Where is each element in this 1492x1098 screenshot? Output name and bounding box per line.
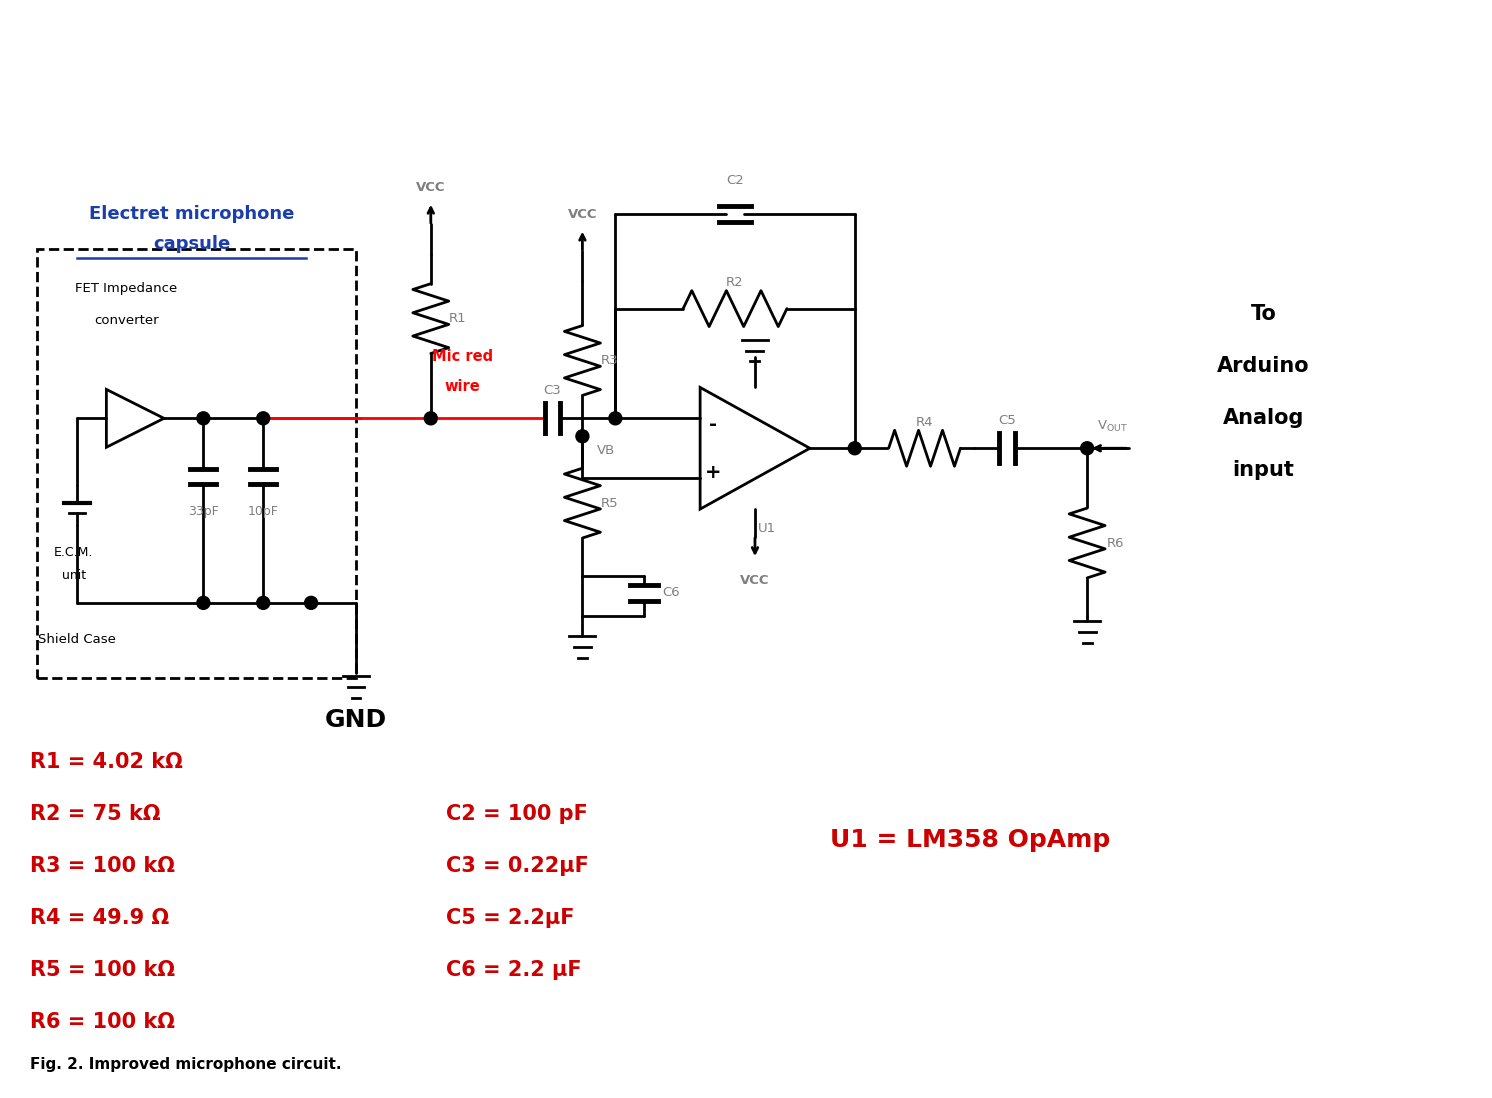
Text: C5: C5 bbox=[998, 414, 1016, 427]
Text: E.C.M.: E.C.M. bbox=[54, 547, 94, 560]
Circle shape bbox=[257, 412, 270, 425]
Text: C2: C2 bbox=[727, 175, 745, 188]
Text: R1 = 4.02 kΩ: R1 = 4.02 kΩ bbox=[30, 752, 182, 773]
Text: R1: R1 bbox=[449, 312, 467, 325]
Text: R5: R5 bbox=[600, 496, 618, 509]
Text: R4 = 49.9 Ω: R4 = 49.9 Ω bbox=[30, 908, 169, 928]
Text: R4: R4 bbox=[916, 416, 934, 429]
Circle shape bbox=[849, 441, 861, 455]
Text: VCC: VCC bbox=[740, 574, 770, 587]
Text: Fig. 2. Improved microphone circuit.: Fig. 2. Improved microphone circuit. bbox=[30, 1057, 342, 1072]
Text: +: + bbox=[704, 462, 721, 482]
Text: wire: wire bbox=[445, 379, 480, 394]
Text: 33pF: 33pF bbox=[188, 505, 219, 517]
Text: C2 = 100 pF: C2 = 100 pF bbox=[446, 805, 588, 825]
Bar bbox=[37, 249, 357, 677]
Text: VCC: VCC bbox=[416, 181, 446, 194]
Text: C6: C6 bbox=[662, 586, 680, 600]
Text: Analog: Analog bbox=[1223, 408, 1304, 428]
Text: FET Impedance: FET Impedance bbox=[76, 282, 178, 295]
Circle shape bbox=[424, 412, 437, 425]
Circle shape bbox=[1080, 441, 1094, 455]
Text: VB: VB bbox=[597, 445, 616, 457]
Text: R6 = 100 kΩ: R6 = 100 kΩ bbox=[30, 1011, 175, 1032]
Text: -: - bbox=[709, 415, 718, 434]
Text: VCC: VCC bbox=[567, 208, 597, 221]
Circle shape bbox=[257, 596, 270, 609]
Circle shape bbox=[576, 429, 589, 442]
Text: To: To bbox=[1250, 304, 1277, 324]
Text: 10pF: 10pF bbox=[248, 505, 279, 517]
Text: Shield Case: Shield Case bbox=[37, 634, 116, 647]
Text: R2: R2 bbox=[727, 277, 745, 289]
Text: V$_{\mathregular{OUT}}$: V$_{\mathregular{OUT}}$ bbox=[1097, 418, 1128, 434]
Text: C3 = 0.22μF: C3 = 0.22μF bbox=[446, 856, 589, 876]
Text: R5 = 100 kΩ: R5 = 100 kΩ bbox=[30, 960, 175, 979]
Circle shape bbox=[197, 596, 210, 609]
Text: R2 = 75 kΩ: R2 = 75 kΩ bbox=[30, 805, 161, 825]
Circle shape bbox=[197, 412, 210, 425]
Text: Arduino: Arduino bbox=[1217, 357, 1310, 377]
Text: unit: unit bbox=[61, 570, 85, 582]
Circle shape bbox=[304, 596, 318, 609]
Text: C3: C3 bbox=[543, 384, 561, 396]
Text: R3 = 100 kΩ: R3 = 100 kΩ bbox=[30, 856, 175, 876]
Text: U1: U1 bbox=[758, 522, 776, 535]
Circle shape bbox=[609, 412, 622, 425]
Text: converter: converter bbox=[94, 314, 158, 327]
Text: U1 = LM358 OpAmp: U1 = LM358 OpAmp bbox=[830, 828, 1110, 852]
Text: capsule: capsule bbox=[152, 235, 230, 253]
Text: R6: R6 bbox=[1107, 537, 1125, 549]
Text: C6 = 2.2 μF: C6 = 2.2 μF bbox=[446, 960, 582, 979]
Text: Electret microphone: Electret microphone bbox=[88, 205, 294, 223]
Text: R3: R3 bbox=[600, 354, 618, 367]
Text: input: input bbox=[1232, 460, 1295, 480]
Text: C5 = 2.2μF: C5 = 2.2μF bbox=[446, 908, 574, 928]
Text: GND: GND bbox=[325, 707, 386, 731]
Text: Mic red: Mic red bbox=[433, 349, 494, 365]
